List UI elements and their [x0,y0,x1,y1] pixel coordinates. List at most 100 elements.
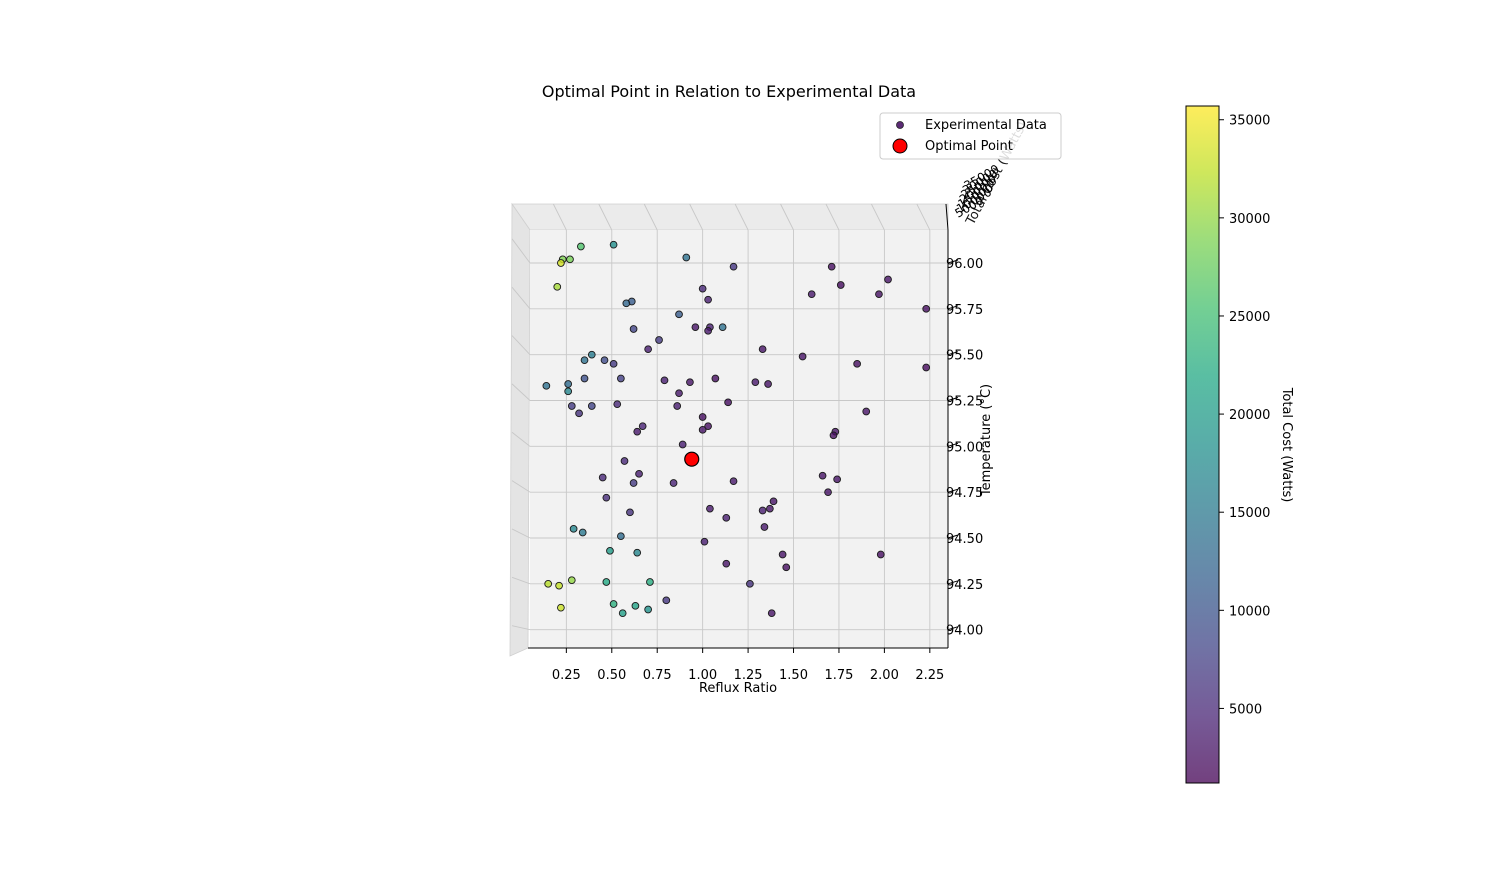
y-tick [947,534,959,539]
data-point [655,336,663,344]
data-point [577,242,585,251]
data-point [698,425,707,434]
data-point [767,609,776,618]
data-point [542,381,551,390]
colorbar-ticks: 5000 10000 15000 20000 25000 30000 35000 [1219,114,1270,717]
legend: Experimental Data Optimal Point [879,112,1062,160]
data-point [609,359,618,368]
colorbar-label: Total Cost (Watts) [1279,387,1294,503]
y-gridline-side [511,383,531,401]
data-point [824,488,832,497]
y-tick [947,580,959,585]
data-point [644,345,652,354]
data-point [700,537,709,546]
data-points [542,240,931,618]
data-point [729,262,738,271]
x-gridline-back [916,203,931,231]
y-gridline-side [511,431,531,447]
data-point [580,356,589,365]
data-point [833,475,841,484]
data-point [758,345,767,354]
data-point [922,304,931,313]
data-point [544,579,553,588]
data-point [862,407,871,416]
x-tick-label: 0.75 [643,668,672,683]
x-tick-label: 1.75 [824,668,853,683]
y-tick [947,305,959,310]
data-point [606,546,614,555]
data-point [629,325,638,333]
data-point [633,427,642,436]
x-tick-label: 2.00 [870,668,899,683]
y-tick-label: 94.75 [946,486,983,501]
data-point [746,579,754,588]
data-point [682,253,691,262]
legend-label-optimal: Optimal Point [925,139,1013,154]
y-gridline-side [511,480,531,493]
data-point [617,532,625,541]
data-point [557,259,565,267]
data-point [553,282,562,291]
data-point [686,378,694,387]
data-point [704,295,712,304]
data-point [698,413,707,421]
y-tick-label: 95.75 [946,303,983,318]
y-gridline-side [511,528,531,539]
data-point [807,290,816,299]
y-tick-label: 94.50 [946,532,983,547]
data-point [669,479,678,487]
chart-title: Optimal Point in Relation to Experimenta… [542,82,916,101]
data-point [567,576,576,585]
data-point [557,603,565,612]
z-axis-line [945,203,949,231]
data-point [706,504,714,513]
x-gridline-back [598,203,613,231]
data-point [798,352,807,361]
data-point [617,374,625,383]
y-tick [947,397,959,401]
optimal-layer [684,451,700,467]
x-tick-label: 2.25 [915,668,944,683]
data-point [778,550,787,559]
optimal-point [684,451,700,467]
data-point [609,600,618,608]
y-axis-label: Temperature (°C) [979,384,994,497]
axis-lines [528,203,949,649]
data-point [567,402,576,410]
grid [511,203,948,648]
y-gridline-side [511,335,531,355]
data-point [555,581,563,590]
x-gridline-back [643,203,658,231]
ticks: 0.25 0.50 0.75 1.00 1.25 1.50 1.75 2.00 2.25 94.0… [552,162,1002,683]
y-gridline-side [511,625,531,631]
legend-marker-experimental [896,121,904,129]
data-point [758,506,767,515]
data-point [766,504,774,513]
data-point [622,299,631,308]
y-tick-label: 95.25 [946,395,983,410]
data-point [722,513,731,522]
y-gridline-side [511,576,531,585]
x-tick-label: 0.50 [597,668,626,683]
y-tick-label: 95.50 [946,349,983,364]
plot-area [530,230,948,648]
data-point [620,457,629,465]
data-point [564,387,573,396]
data-point [718,323,727,332]
y-tick [947,442,959,447]
colorbar-tick-label: 30000 [1229,212,1270,227]
data-point [875,290,883,299]
data-point [698,284,707,293]
y-tick-label: 94.00 [946,624,983,639]
colorbar: 5000 10000 15000 20000 25000 30000 35000 Total… [1185,105,1294,784]
colorbar-tick-label: 35000 [1229,114,1270,129]
x-tick-label: 0.25 [552,668,581,683]
data-point [633,548,642,557]
y-gridline-side [511,286,531,310]
data-point [769,497,778,506]
x-tick-label: 1.25 [734,668,763,683]
data-point [827,262,836,271]
data-point [662,596,671,605]
data-point [644,605,652,614]
data-point [876,550,885,559]
